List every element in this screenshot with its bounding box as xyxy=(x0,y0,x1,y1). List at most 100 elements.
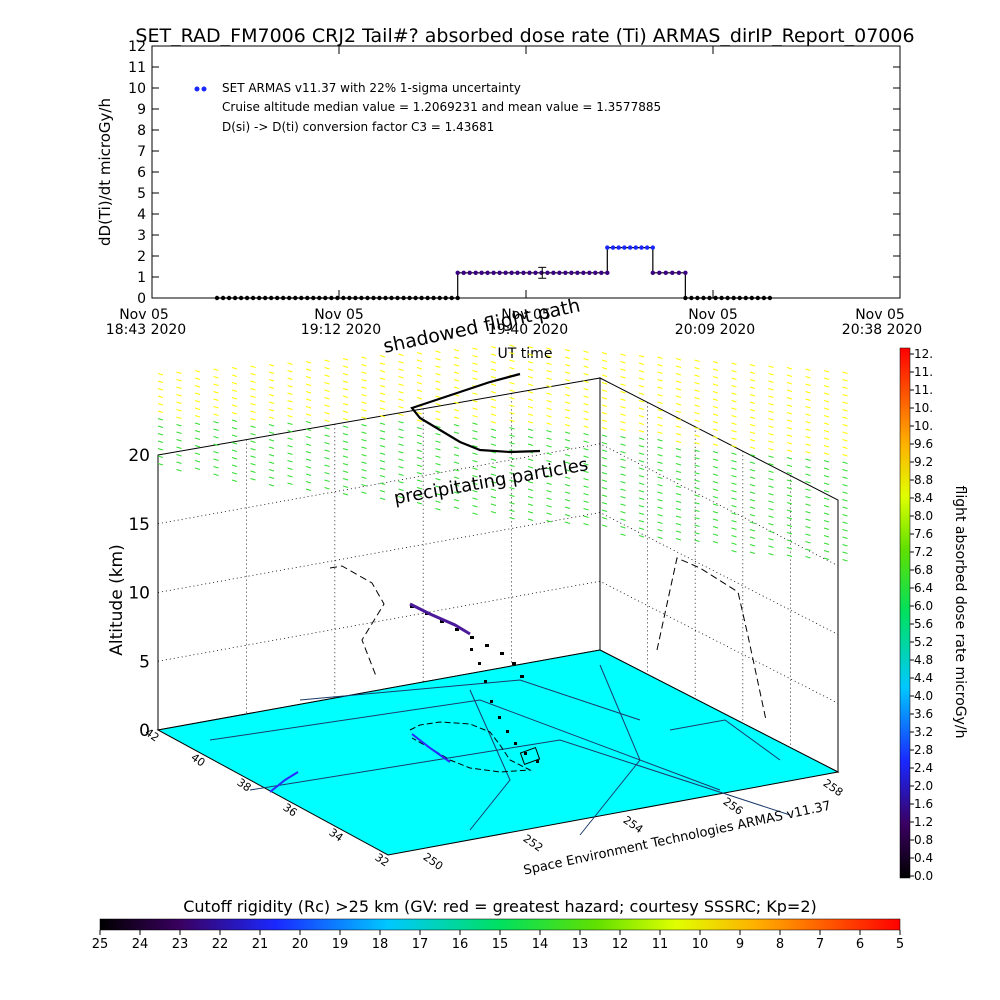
flight-point xyxy=(485,644,489,647)
precip-dash xyxy=(657,438,663,442)
precip-dash xyxy=(305,413,312,417)
precip-dash xyxy=(657,423,663,427)
precip-dash xyxy=(176,453,182,457)
precip-dash xyxy=(675,507,682,511)
precip-dash xyxy=(361,468,367,472)
precip-dash xyxy=(694,539,700,543)
precip-dash xyxy=(638,407,645,411)
precip-dash xyxy=(675,425,682,429)
precip-dash xyxy=(731,444,737,448)
figure-title: SET_RAD_FM7006 CRJ2 Tail#? absorbed dose… xyxy=(135,25,914,47)
precip-dash xyxy=(786,434,793,438)
precip-dash xyxy=(287,384,293,388)
precip-dash xyxy=(361,461,367,465)
precip-dash xyxy=(786,479,793,483)
precip-dash xyxy=(675,432,682,436)
precip-dash xyxy=(564,461,571,465)
precip-dash xyxy=(213,405,219,409)
precip-dash xyxy=(379,369,386,373)
precip-dash xyxy=(490,480,497,484)
precip-dash xyxy=(842,551,848,555)
precip-dash xyxy=(342,485,349,489)
precip-dash xyxy=(731,527,737,531)
precip-dash xyxy=(268,401,275,405)
precip-dash xyxy=(194,384,201,388)
precip-dash xyxy=(620,465,626,469)
precip-dash xyxy=(638,467,645,471)
precip-dash xyxy=(601,471,608,475)
state-border xyxy=(579,664,641,836)
rigidity-tick-label: 7 xyxy=(816,937,824,952)
precip-dash xyxy=(287,429,293,433)
precip-dash xyxy=(250,365,256,369)
precip-dash xyxy=(601,396,608,400)
data-point xyxy=(305,295,310,301)
precip-dash xyxy=(231,441,238,445)
data-point xyxy=(657,270,662,275)
precip-dash xyxy=(287,414,293,418)
y-tick-label: 10 xyxy=(128,81,146,97)
precip-dash xyxy=(805,548,811,552)
precip-dash xyxy=(564,423,571,427)
precip-dash xyxy=(176,438,182,442)
data-point xyxy=(383,295,388,301)
precip-dash xyxy=(509,494,515,498)
precip-dash xyxy=(620,450,626,454)
data-point xyxy=(581,270,586,275)
precip-dash xyxy=(731,497,737,501)
precip-dash xyxy=(398,473,404,477)
precip-dash xyxy=(842,498,848,502)
precip-dash xyxy=(305,360,312,364)
rigidity-tick-label: 13 xyxy=(572,937,589,952)
precip-dash xyxy=(805,428,811,432)
precip-dash xyxy=(435,387,441,391)
precip-dash xyxy=(379,354,386,358)
precip-dash xyxy=(564,483,571,487)
data-point xyxy=(250,295,256,301)
data-point xyxy=(341,295,346,301)
precip-dash xyxy=(712,360,719,364)
precip-dash xyxy=(583,417,589,421)
precip-dash xyxy=(379,414,386,418)
precip-dash xyxy=(564,431,571,435)
data-point xyxy=(689,295,694,301)
precip-dash xyxy=(176,468,182,472)
precip-dash xyxy=(620,495,626,499)
precip-dash xyxy=(842,408,848,412)
precip-dash xyxy=(490,368,497,372)
dose-tick-label: 5.2 xyxy=(914,635,933,649)
precip-dash xyxy=(305,465,312,469)
precip-dash xyxy=(268,393,275,397)
precip-dash xyxy=(546,459,552,463)
precip-dash xyxy=(398,353,404,357)
data-point xyxy=(557,270,562,275)
precip-dash xyxy=(305,458,312,462)
precip-dash xyxy=(546,467,552,471)
precip-dash xyxy=(435,477,441,481)
data-point xyxy=(389,295,394,301)
precip-dash xyxy=(453,401,460,405)
precip-dash xyxy=(823,384,830,388)
precip-dash xyxy=(675,492,682,496)
longitude-tick-label: 258 xyxy=(821,777,846,800)
precip-dash xyxy=(731,399,737,403)
data-point xyxy=(551,270,556,275)
precip-dash xyxy=(453,446,460,450)
precip-dash xyxy=(342,417,349,421)
precip-dash xyxy=(213,420,219,424)
precip-dash xyxy=(342,387,349,391)
precip-dash xyxy=(583,425,589,429)
precip-dash xyxy=(564,453,571,457)
precip-dash xyxy=(564,408,571,412)
precip-dash xyxy=(675,365,682,369)
precip-dash xyxy=(694,434,700,438)
precip-dash xyxy=(583,485,589,489)
precip-dash xyxy=(379,467,386,471)
precip-dash xyxy=(305,428,312,432)
precip-dash xyxy=(213,435,219,439)
data-point xyxy=(767,295,773,301)
data-point xyxy=(627,245,633,250)
precip-dash xyxy=(527,495,534,499)
y-tick-label: 12 xyxy=(128,39,146,55)
dose-tick-label: 12. xyxy=(914,347,933,361)
